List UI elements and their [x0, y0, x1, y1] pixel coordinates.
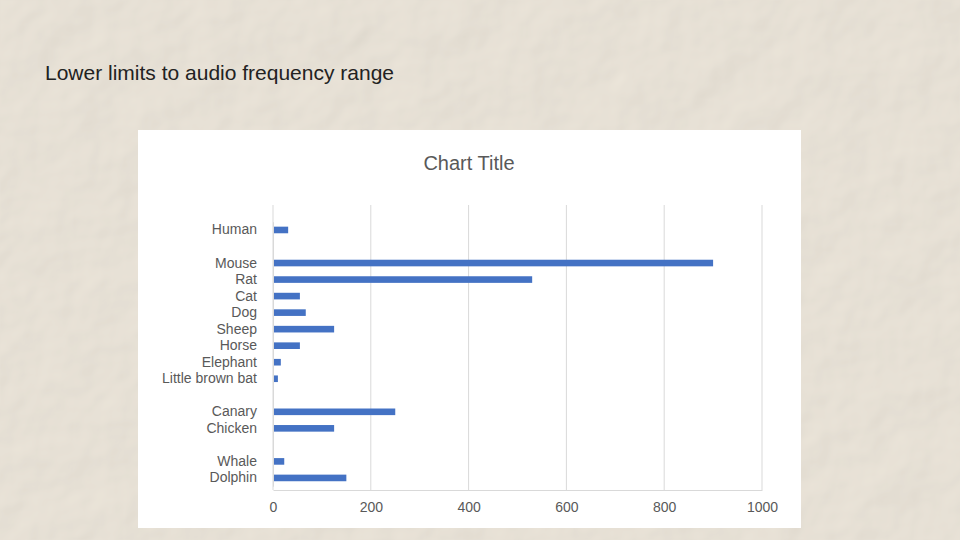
x-tick: 600 [555, 490, 579, 515]
y-tick: Dog [231, 304, 273, 320]
grid-line [762, 205, 763, 490]
bar [273, 458, 284, 465]
bar [273, 326, 334, 333]
y-tick-label: Elephant [202, 354, 257, 370]
x-tick: 0 [270, 490, 278, 515]
x-tick-label: 800 [653, 499, 677, 515]
y-tick: Little brown bat [162, 370, 273, 386]
bar [273, 342, 300, 349]
y-tick: Horse [220, 337, 273, 353]
y-axis: Human MouseRatCatDogSheepHorseElephantLit… [162, 221, 273, 486]
bar [273, 227, 288, 234]
x-tick-label: 200 [360, 499, 384, 515]
grid [273, 205, 762, 490]
bar [273, 475, 346, 482]
x-tick-label: 400 [457, 499, 481, 515]
y-tick: Rat [235, 271, 273, 287]
y-tick: Chicken [206, 420, 273, 436]
bar [273, 276, 532, 283]
slide: Lower limits to audio frequency range Cha… [0, 0, 960, 540]
x-axis-line [274, 490, 763, 491]
x-tick: 200 [360, 490, 384, 515]
y-tick-label: Little brown bat [162, 370, 257, 386]
bar [273, 409, 395, 416]
x-tick-label: 600 [555, 499, 579, 515]
bar [273, 260, 713, 267]
y-tick: Whale [217, 453, 273, 469]
slide-title: Lower limits to audio frequency range [45, 61, 394, 84]
chart-title: Chart Title [423, 152, 514, 174]
y-tick: Mouse [215, 255, 273, 271]
grid-line [566, 205, 567, 490]
y-tick: Canary [212, 403, 273, 419]
y-tick-label: Horse [220, 337, 258, 353]
x-tick-label: 0 [270, 499, 278, 515]
y-tick-label: Sheep [217, 321, 258, 337]
x-tick: 400 [457, 490, 481, 515]
grid-line [370, 205, 371, 490]
grid-line [468, 205, 469, 490]
y-tick-label: Dog [231, 304, 257, 320]
grid-line [273, 205, 274, 490]
y-tick-label: Canary [212, 403, 257, 419]
x-axis: 0 200 400 600 800 1000 [270, 490, 779, 515]
bar [273, 425, 334, 432]
bar [273, 293, 300, 300]
x-tick-label: 1000 [747, 499, 778, 515]
y-tick-label: Whale [217, 453, 257, 469]
y-tick: Elephant [202, 354, 273, 370]
bar [273, 309, 306, 316]
x-tick: 800 [653, 490, 677, 515]
y-tick: Dolphin [210, 469, 273, 485]
y-tick-label: Rat [235, 271, 257, 287]
grid-line [664, 205, 665, 490]
y-tick: Human [212, 221, 273, 237]
y-tick-label: Human [212, 221, 257, 237]
background-texture [0, 0, 960, 540]
y-tick-label: Dolphin [210, 469, 257, 485]
bars [273, 227, 713, 482]
chart-area [138, 130, 801, 528]
y-tick: Cat [235, 288, 273, 304]
y-tick-label: Cat [235, 288, 257, 304]
y-tick-label: Mouse [215, 255, 257, 271]
bar [273, 359, 281, 366]
background [0, 0, 960, 540]
y-tick: Sheep [217, 321, 273, 337]
y-axis-line [273, 222, 274, 487]
x-tick: 1000 [747, 490, 778, 515]
y-tick-label: Chicken [206, 420, 257, 436]
